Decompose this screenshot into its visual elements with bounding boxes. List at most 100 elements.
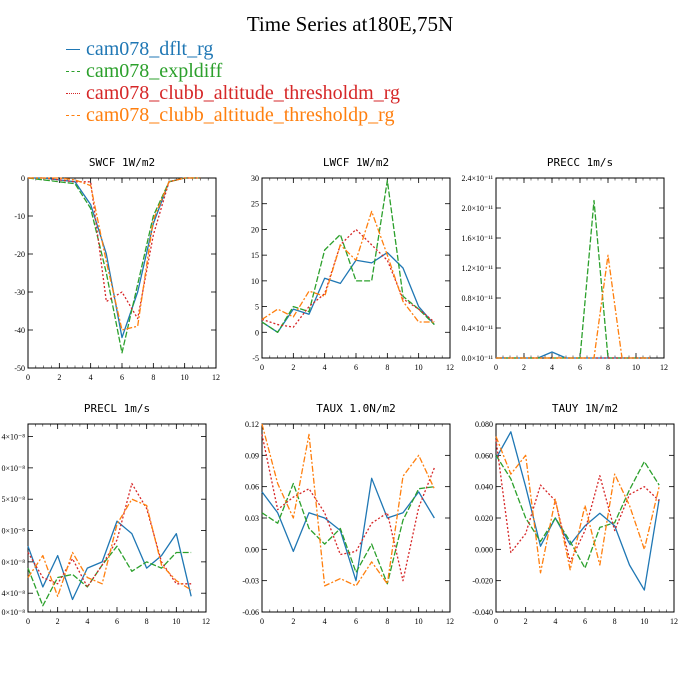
x-tick-label: 4	[89, 373, 93, 382]
y-tick-label: 4×10⁻⁸	[1, 589, 25, 598]
series-line	[27, 520, 192, 601]
x-tick-label: 8	[145, 617, 149, 626]
x-tick-label: 10	[415, 617, 423, 626]
y-tick-label: 0.12	[245, 420, 259, 429]
panel-title: TAUX 1.0N/m2	[316, 402, 395, 415]
y-tick-label: 2.0×10⁻¹¹	[461, 204, 493, 213]
legend: cam078_dflt_rg cam078_expldiff cam078_cl…	[66, 38, 400, 126]
y-tick-label: 0×10⁻⁸	[1, 558, 25, 567]
legend-swatch	[66, 92, 80, 94]
y-tick-label: 0.09	[245, 451, 259, 460]
y-tick-label: 0×10⁻⁸	[1, 608, 25, 617]
x-tick-label: 10	[640, 617, 648, 626]
chart-panel: SWCF 1W/m2 0 2 4 6 8 10 12 0 -10 -20 -30 -40 -50	[14, 156, 220, 382]
series-line	[495, 439, 660, 563]
y-tick-label: 0×10⁻⁸	[1, 527, 25, 536]
x-tick-label: 2	[524, 617, 528, 626]
legend-item: cam078_clubb_altitude_thresholdp_rg	[66, 104, 400, 126]
series-line	[28, 177, 201, 331]
x-tick-label: 0	[260, 363, 264, 372]
plot-frame	[261, 423, 451, 613]
x-tick-label: 2	[291, 617, 295, 626]
x-tick-label: 12	[446, 363, 454, 372]
x-tick-label: 6	[120, 373, 124, 382]
x-tick-label: 0	[494, 363, 498, 372]
x-tick-label: 4	[323, 363, 327, 372]
y-tick-label: 0.06	[245, 483, 259, 492]
y-tick-label: 20	[251, 225, 259, 234]
series-line	[27, 498, 192, 597]
series-line	[28, 177, 201, 320]
y-tick-label: -0.040	[472, 608, 493, 617]
panel-title: LWCF 1W/m2	[323, 156, 389, 169]
series-line	[261, 434, 435, 582]
legend-label: cam078_clubb_altitude_thresholdm_rg	[86, 81, 401, 104]
x-tick-label: 8	[606, 363, 610, 372]
series-line	[261, 210, 435, 323]
plot-frame	[495, 423, 675, 613]
x-tick-label: 10	[181, 373, 189, 382]
y-tick-label: 0.00	[245, 545, 259, 554]
chart-panel: TAUX 1.0N/m2 0 2 4 6 8 10 12 0.12 0.09 0.06 0.03 0.0…	[242, 402, 454, 626]
x-tick-label: 2	[291, 363, 295, 372]
x-tick-label: 8	[385, 363, 389, 372]
y-tick-label: -30	[14, 288, 25, 297]
y-tick-label: 0	[255, 328, 259, 337]
x-tick-label: 4	[550, 363, 554, 372]
y-tick-label: 4×10⁻⁸	[1, 433, 25, 442]
x-tick-label: 6	[578, 363, 582, 372]
y-tick-label: 0.03	[245, 514, 259, 523]
series-line	[261, 228, 435, 328]
series-line	[496, 254, 650, 359]
x-tick-label: 0	[26, 617, 30, 626]
x-tick-label: 0	[26, 373, 30, 382]
series-line	[27, 545, 192, 607]
panel-title: TAUY 1N/m2	[552, 402, 618, 415]
series-line	[496, 199, 650, 359]
y-tick-label: 0.080	[475, 420, 493, 429]
y-tick-label: 15	[251, 251, 259, 260]
x-tick-label: 12	[660, 363, 668, 372]
y-tick-label: 5	[255, 303, 259, 312]
y-tick-label: 5×10⁻⁸	[1, 495, 25, 504]
legend-item: cam078_dflt_rg	[66, 38, 400, 60]
legend-swatch	[66, 70, 80, 72]
y-tick-label: 1.2×10⁻¹¹	[461, 264, 493, 273]
y-tick-label: 0.020	[475, 514, 493, 523]
y-tick-label: 0.0×10⁻¹¹	[461, 354, 493, 363]
series-line	[495, 436, 660, 574]
x-tick-label: 8	[385, 617, 389, 626]
x-tick-label: 10	[172, 617, 180, 626]
y-tick-label: 0.060	[475, 451, 493, 460]
legend-item: cam078_clubb_altitude_thresholdm_rg	[66, 82, 400, 104]
legend-swatch	[66, 48, 80, 50]
series-line	[261, 477, 435, 582]
y-tick-label: 10	[251, 277, 259, 286]
series-line	[27, 482, 192, 588]
y-tick-label: -0.020	[472, 577, 493, 586]
y-tick-label: -0.03	[242, 577, 259, 586]
legend-label: cam078_clubb_altitude_thresholdp_rg	[86, 103, 395, 126]
y-tick-label: 2.4×10⁻¹¹	[461, 174, 493, 183]
panel-title: PRECC 1m/s	[547, 156, 613, 169]
x-tick-label: 2	[56, 617, 60, 626]
plot-frame	[261, 177, 451, 359]
x-tick-label: 4	[323, 617, 327, 626]
x-tick-label: 12	[212, 373, 220, 382]
y-tick-label: -5	[252, 354, 259, 363]
x-tick-label: 0	[260, 617, 264, 626]
y-tick-label: 0.000	[475, 545, 493, 554]
x-tick-label: 12	[670, 617, 678, 626]
y-tick-label: 0.4×10⁻¹¹	[461, 324, 493, 333]
legend-label: cam078_expldiff	[86, 59, 223, 82]
plot-frame	[27, 177, 217, 369]
series-line	[495, 454, 660, 569]
legend-swatch	[66, 114, 80, 116]
x-tick-label: 4	[85, 617, 89, 626]
y-tick-label: 0.8×10⁻¹¹	[461, 294, 493, 303]
x-tick-label: 4	[553, 617, 557, 626]
x-tick-label: 12	[446, 617, 454, 626]
y-tick-label: -20	[14, 250, 25, 259]
x-tick-label: 2	[522, 363, 526, 372]
